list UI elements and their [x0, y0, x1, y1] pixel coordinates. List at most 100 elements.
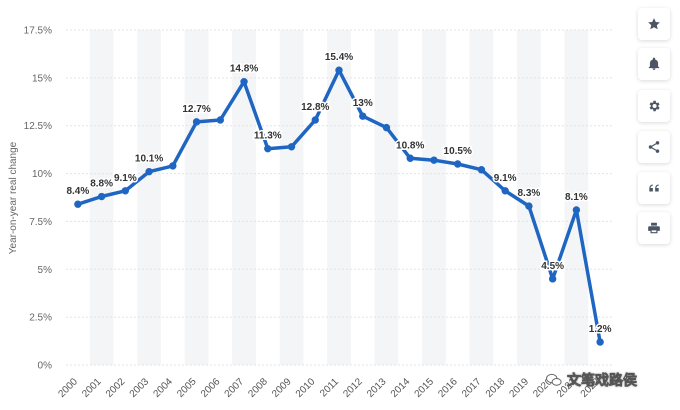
data-label: 10.1% — [135, 154, 163, 165]
x-tick-label: 2010 — [294, 376, 318, 400]
x-tick-label: 2000 — [56, 376, 80, 400]
y-tick-label: 5% — [38, 265, 53, 276]
data-point — [74, 200, 82, 208]
gear-icon — [649, 100, 660, 112]
data-label: 8.8% — [90, 179, 113, 190]
x-tick-label: 2007 — [223, 376, 247, 400]
x-tick-label: 2008 — [246, 376, 270, 400]
data-label: 14.8% — [230, 64, 258, 75]
data-label: 12.7% — [182, 104, 210, 115]
gridlines — [66, 29, 612, 366]
data-label: 12.8% — [301, 102, 329, 113]
x-tick-label: 2016 — [436, 376, 460, 400]
data-point — [311, 116, 319, 124]
share-icon — [648, 141, 660, 153]
x-tick-label: 2009 — [270, 376, 294, 400]
x-tick-label: 2011 — [318, 376, 341, 399]
quote-icon — [649, 184, 659, 192]
data-label: 8.4% — [66, 186, 89, 197]
data-point — [477, 166, 486, 174]
wechat-icon — [546, 373, 562, 386]
x-tick-label: 2005 — [175, 376, 199, 400]
data-label: 9.1% — [114, 173, 137, 184]
x-tick-label: 2004 — [151, 376, 175, 400]
bell-icon — [648, 57, 660, 70]
data-point — [264, 144, 272, 153]
print-icon — [648, 222, 660, 234]
x-tick-label: 2002 — [104, 376, 128, 400]
data-labels: 8.4%8.8%9.1%10.1%12.7%14.8%11.3%12.8%15.… — [65, 51, 613, 337]
plot-band — [279, 30, 304, 365]
data-label: 4.5% — [541, 261, 564, 272]
data-point — [359, 112, 367, 120]
y-tick-label: 10% — [32, 169, 52, 180]
plot-bands — [89, 30, 589, 365]
data-point — [382, 123, 391, 132]
y-tick-label: 0% — [38, 361, 53, 372]
x-tick-label: 2003 — [128, 376, 152, 400]
data-point — [216, 116, 225, 124]
data-point — [548, 275, 557, 283]
data-label: 8.3% — [518, 188, 541, 199]
data-point — [121, 187, 130, 195]
y-tick-label: 17.5% — [24, 26, 52, 37]
print-button[interactable] — [638, 212, 670, 244]
data-point — [240, 77, 248, 86]
plot-band — [374, 30, 399, 365]
x-tick-label: 2012 — [341, 376, 365, 400]
y-tick-label: 15% — [32, 73, 52, 84]
plot-band — [232, 30, 256, 365]
plot-band — [469, 30, 494, 365]
data-label: 15.4% — [325, 52, 353, 63]
x-tick-label: 2018 — [484, 376, 508, 400]
settings-button[interactable] — [638, 90, 670, 122]
y-axis: 0% 2.5% 5% 7.5% 10% 12.5% 15% 17.5% — [24, 26, 52, 372]
x-tick-label: 2001 — [80, 376, 104, 400]
data-point — [192, 118, 201, 126]
data-point — [453, 160, 462, 168]
data-label: 11.3% — [254, 131, 282, 142]
notification-button[interactable] — [638, 48, 670, 80]
data-label: 10.5% — [444, 146, 472, 157]
plot-band — [184, 30, 209, 365]
plot-band — [137, 30, 161, 365]
data-label: 8.1% — [565, 192, 588, 203]
data-point — [406, 154, 414, 162]
favorite-button[interactable] — [638, 8, 670, 40]
data-point — [97, 192, 106, 201]
x-axis: 2000 2001 2002 2003 2004 2005 2006 2007 2008 2009… — [56, 376, 602, 400]
data-label: 13% — [353, 98, 373, 109]
data-label: 10.8% — [396, 140, 424, 151]
data-point — [169, 162, 177, 170]
y-tick-label: 7.5% — [29, 217, 52, 228]
data-label: 1.2% — [589, 324, 612, 335]
data-point — [430, 156, 438, 164]
data-point — [335, 66, 343, 74]
data-label: 9.1% — [494, 173, 517, 184]
data-point — [501, 187, 509, 195]
x-tick-label: 2015 — [413, 376, 437, 400]
data-point — [145, 167, 153, 176]
star-icon — [648, 18, 660, 30]
x-tick-label: 2017 — [460, 376, 484, 400]
plot-band — [564, 30, 589, 365]
data-points — [74, 66, 604, 346]
x-tick-label: 2006 — [199, 376, 223, 400]
data-point — [287, 143, 296, 151]
y-tick-label: 2.5% — [29, 313, 52, 324]
share-button[interactable] — [638, 131, 670, 163]
watermark-text: 文笔戏路侯 — [567, 373, 638, 390]
watermark: 文笔戏路侯 — [545, 370, 637, 390]
x-tick-label: 2019 — [508, 376, 532, 400]
x-tick-label: 2013 — [365, 376, 389, 400]
data-point — [596, 338, 604, 346]
x-tick-label: 2014 — [389, 376, 413, 400]
cite-button[interactable] — [638, 172, 670, 204]
y-tick-label: 12.5% — [24, 121, 52, 132]
data-point — [572, 206, 581, 214]
plot-band — [327, 30, 351, 365]
plot-band — [422, 30, 446, 365]
data-point — [525, 202, 533, 210]
plot-band — [517, 30, 541, 365]
